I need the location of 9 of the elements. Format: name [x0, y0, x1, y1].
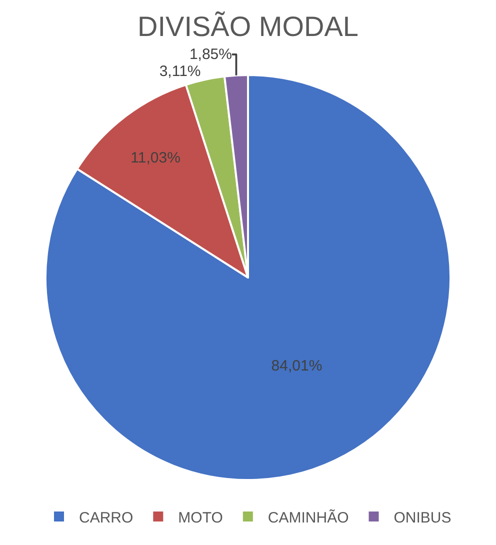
- legend-label: CARRO: [79, 509, 134, 526]
- chart-title: DIVISÃO MODAL: [138, 10, 358, 42]
- data-label: 11,03%: [130, 149, 180, 166]
- data-label: 84,01%: [271, 358, 322, 375]
- legend-label: MOTO: [178, 509, 223, 526]
- legend-label: ONIBUS: [394, 509, 452, 526]
- data-label: 3,11%: [159, 63, 201, 80]
- data-label: 1,85%: [189, 46, 232, 63]
- legend-label: CAMINHÃO: [268, 508, 349, 526]
